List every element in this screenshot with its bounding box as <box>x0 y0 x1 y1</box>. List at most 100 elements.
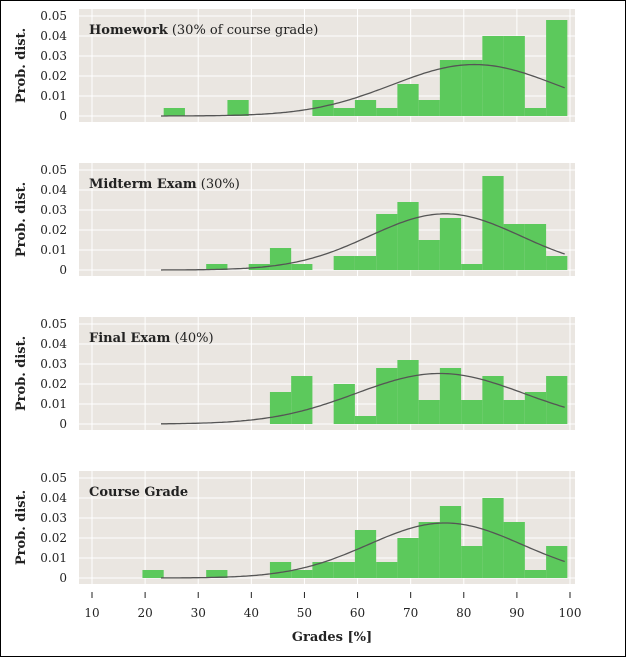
panel-4-bar-1 <box>142 570 164 578</box>
panel-3-ytick-label-0: 0 <box>59 417 67 431</box>
panel-2-bar-13 <box>503 224 525 270</box>
panel-4-ytick-label-5: 0.05 <box>40 471 67 485</box>
panel-4-bar-6 <box>333 562 355 578</box>
panel-2-ytick-label-4: 0.04 <box>40 183 67 197</box>
panel-3-bar-10 <box>482 376 504 424</box>
panel-4-ytick-label-1: 0.01 <box>40 551 67 565</box>
panel-3-title-rest: (40%) <box>170 331 213 346</box>
panel-4-bar-3 <box>269 562 292 578</box>
panel-2-title-bold: Midterm Exam <box>89 177 197 192</box>
xtick-label-40: 40 <box>244 606 259 620</box>
panel-1-bar-5 <box>354 100 377 116</box>
xtick-label-70: 70 <box>403 606 418 620</box>
panel-1-ytick-label-4: 0.04 <box>40 29 67 43</box>
x-axis-label: Grades [%] <box>292 630 372 645</box>
panel-3-title-bold: Final Exam <box>89 331 171 346</box>
panel-1-title: Homework (30% of course grade) <box>89 23 318 38</box>
panel-1-ytick-label-5: 0.05 <box>40 9 67 23</box>
panel-1-bar-10 <box>461 60 483 116</box>
xtick-label-60: 60 <box>350 606 365 620</box>
xtick-label-80: 80 <box>456 606 471 620</box>
panel-3-ylabel: Prob. dist. <box>14 336 29 411</box>
panel-1-ylabel: Prob. dist. <box>14 28 29 103</box>
panel-2-title: Midterm Exam (30%) <box>89 177 240 192</box>
xtick-label-20: 20 <box>137 606 152 620</box>
panel-2-title-rest: (30%) <box>197 177 240 192</box>
panel-4-title: Course Grade <box>89 485 188 500</box>
panel-4-ylabel: Prob. dist. <box>14 490 29 565</box>
xtick-label-10: 10 <box>84 606 99 620</box>
panel-1-bar-1 <box>163 108 185 116</box>
panel-1-ytick-label-3: 0.03 <box>40 49 67 63</box>
panel-1-bar-9 <box>439 60 462 116</box>
panel-4-ytick-label-2: 0.02 <box>40 531 67 545</box>
panel-4-ytick-label-3: 0.03 <box>40 511 67 525</box>
panel-3-ytick-label-1: 0.01 <box>40 397 67 411</box>
panel-3-fit-curve <box>161 372 565 425</box>
panel-2-fit-curve <box>160 213 565 271</box>
panel-2-bar-11 <box>461 264 483 270</box>
panel-2-ytick-label-3: 0.03 <box>40 203 67 217</box>
panel-1-bar-6 <box>376 108 398 116</box>
panel-3-ytick-label-4: 0.04 <box>40 337 67 351</box>
panel-2-bar-12 <box>482 176 504 270</box>
panel-3-ytick-label-2: 0.02 <box>40 377 67 391</box>
panel-2-bar-8 <box>397 202 419 270</box>
panel-1-bar-4 <box>333 108 355 116</box>
panel-3-bar-5 <box>376 368 398 424</box>
panel-2-bar-14 <box>524 224 547 270</box>
panel-1-bar-8 <box>418 100 440 116</box>
panel-4-bar-4 <box>291 570 313 578</box>
panel-4-bar-10 <box>418 522 440 578</box>
panel-3-bar-3 <box>333 384 355 424</box>
panel-1-bar-7 <box>397 84 419 116</box>
panel-1-fit-curve <box>161 63 565 117</box>
panel-4-ytick-label-4: 0.04 <box>40 491 67 505</box>
panel-3-bar-8 <box>439 368 462 424</box>
panel-4-bar-16 <box>546 546 568 578</box>
panel-4-bar-5 <box>312 562 334 578</box>
panel-4-bar-2 <box>206 570 228 578</box>
panel-2-ytick-label-1: 0.01 <box>40 243 67 257</box>
panel-2-bar-15 <box>546 256 568 270</box>
panel-1-title-bold: Homework <box>89 23 169 38</box>
panel-3-bar-1 <box>269 392 292 424</box>
panel-4-bar-7 <box>354 530 377 578</box>
panel-2-bar-3 <box>269 248 292 270</box>
xtick-label-90: 90 <box>509 606 524 620</box>
panel-4-fit-curve <box>161 522 565 579</box>
panel-2-ylabel: Prob. dist. <box>14 182 29 257</box>
panel-4-ytick-label-0: 0 <box>59 571 67 585</box>
panel-2-bar-1 <box>206 264 228 270</box>
panel-2-bar-9 <box>418 240 440 270</box>
panel-2-ytick-label-2: 0.02 <box>40 223 67 237</box>
panel-1-ytick-label-2: 0.02 <box>40 69 67 83</box>
panel-1-ytick-label-0: 0 <box>59 109 67 123</box>
panel-3-ytick-label-5: 0.05 <box>40 317 67 331</box>
panel-4-title-bold: Course Grade <box>89 485 188 500</box>
panel-3-bar-11 <box>503 400 525 424</box>
panel-1-bar-11 <box>482 36 504 116</box>
panel-1-bar-14 <box>546 20 568 116</box>
panel-4-bar-8 <box>376 562 398 578</box>
panel-4-bar-15 <box>524 570 547 578</box>
panel-2-bar-5 <box>333 256 355 270</box>
panel-3-bar-4 <box>354 416 377 424</box>
panel-3-bar-12 <box>524 392 547 424</box>
panel-4-bar-11 <box>439 506 462 578</box>
panel-2-bar-6 <box>354 256 377 270</box>
panel-2-bar-4 <box>291 264 313 270</box>
panel-3-bar-6 <box>397 360 419 424</box>
panel-2-ytick-label-0: 0 <box>59 263 67 277</box>
panel-3-bar-9 <box>461 400 483 424</box>
panel-1-bar-2 <box>227 100 249 116</box>
panel-1-title-rest: (30% of course grade) <box>168 23 319 38</box>
panel-4-bar-14 <box>503 522 525 578</box>
panel-1-ytick-label-1: 0.01 <box>40 89 67 103</box>
panel-3-bar-2 <box>291 376 313 424</box>
panel-4-bar-12 <box>461 546 483 578</box>
xtick-label-50: 50 <box>297 606 312 620</box>
panel-4-bar-13 <box>482 498 504 578</box>
